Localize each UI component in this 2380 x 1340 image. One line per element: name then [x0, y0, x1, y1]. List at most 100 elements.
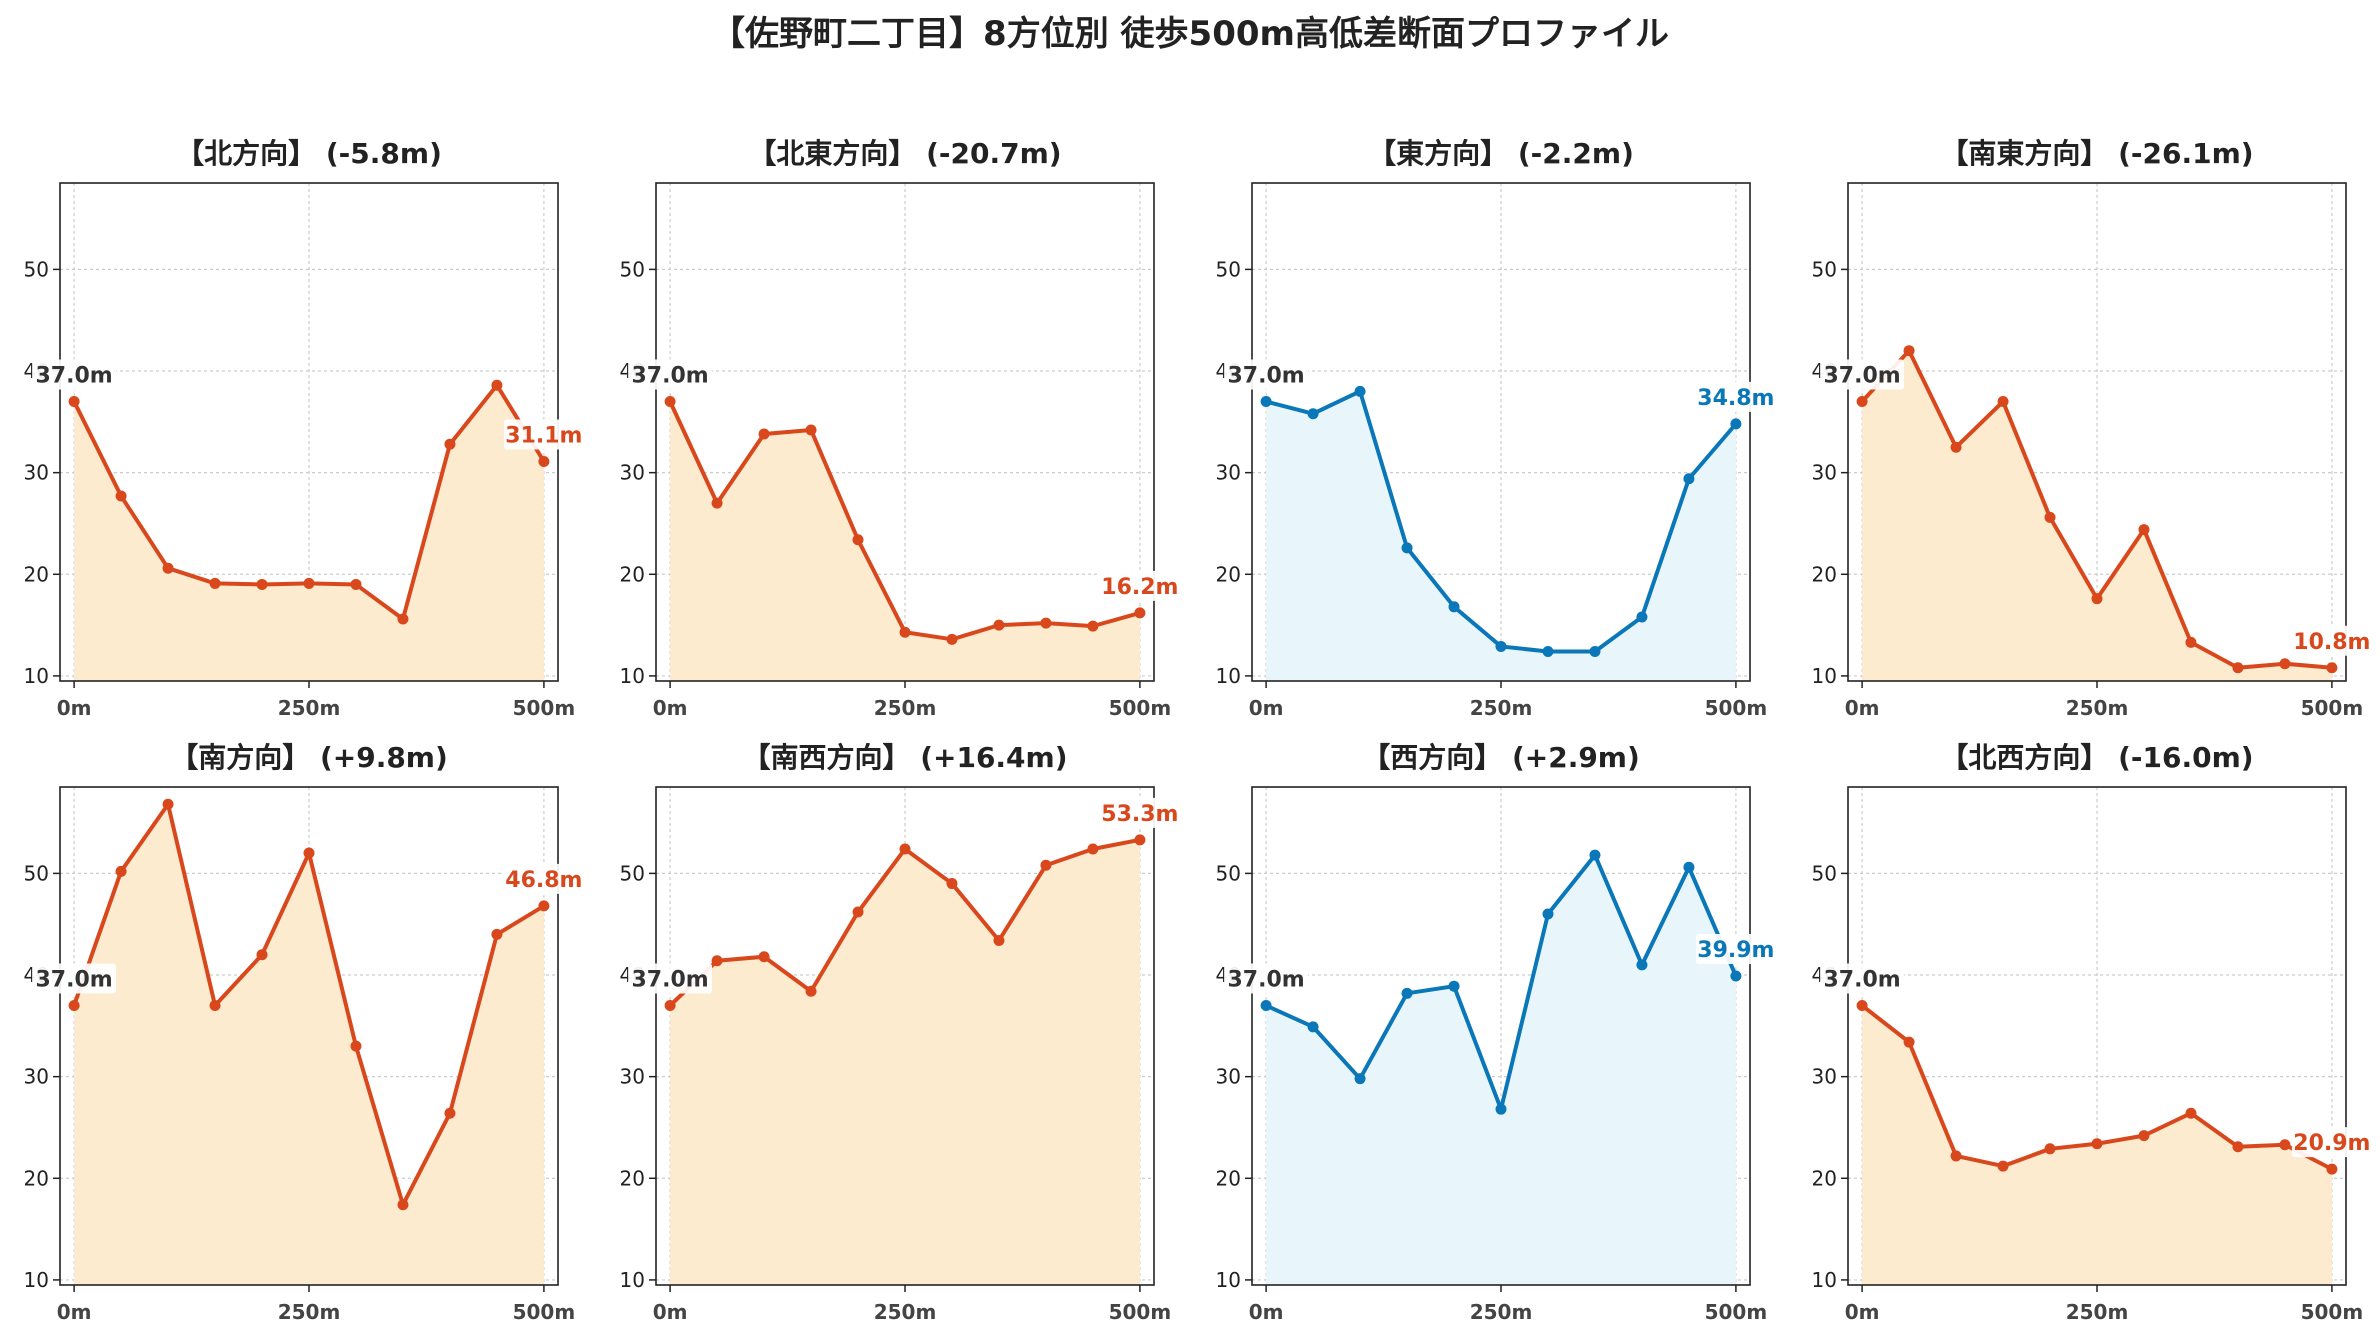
data-point — [805, 424, 817, 436]
start-label-text: 37.0m — [631, 364, 708, 389]
y-tick-label: 10 — [24, 664, 49, 688]
start-label-box — [32, 963, 117, 994]
y-tick-label: 20 — [620, 562, 645, 586]
start-label-box — [1224, 359, 1309, 390]
panel-title: 【東方向】 (-2.2m) — [1368, 137, 1634, 170]
y-tick-label: 20 — [24, 562, 49, 586]
x-tick-label: 500m — [1705, 696, 1768, 720]
panel-8: 【北西方向】 (-16.0m)10203040500m250m500m37.0m… — [1812, 741, 2372, 1324]
start-label-text: 37.0m — [35, 364, 112, 389]
x-tick-label: 500m — [2301, 696, 2364, 720]
start-label-box — [1820, 963, 1905, 994]
data-point — [444, 1107, 456, 1119]
data-point — [1134, 834, 1146, 846]
data-point — [68, 396, 80, 408]
x-tick-label: 0m — [57, 1300, 92, 1324]
data-point — [946, 633, 958, 645]
data-point — [209, 577, 221, 589]
y-tick-label: 20 — [620, 1166, 645, 1190]
start-label-box — [628, 359, 713, 390]
x-tick-label: 0m — [1249, 1300, 1284, 1324]
data-point — [68, 1000, 80, 1012]
start-value-label: 37.0m — [628, 359, 713, 390]
end-label-text: 34.8m — [1697, 386, 1774, 411]
data-point — [1260, 396, 1272, 408]
area-fill — [1862, 350, 2332, 681]
data-point — [538, 900, 550, 912]
data-point — [538, 455, 550, 467]
x-tick-label: 0m — [1845, 696, 1880, 720]
area-fill — [670, 401, 1140, 681]
data-point — [209, 1000, 221, 1012]
data-point — [899, 626, 911, 638]
panel-1: 【北方向】 (-5.8m)10203040500m250m500m37.0m31… — [24, 137, 584, 720]
data-point — [162, 562, 174, 574]
end-label-text: 46.8m — [505, 868, 582, 893]
data-point — [2185, 636, 2197, 648]
data-point — [758, 951, 770, 963]
end-value-label: 34.8m — [1695, 381, 1776, 412]
data-point — [1683, 861, 1695, 873]
data-point — [2326, 1163, 2338, 1175]
data-point — [1903, 345, 1915, 357]
data-point — [256, 949, 268, 961]
data-point — [664, 396, 676, 408]
data-point — [303, 847, 315, 859]
data-point — [1448, 601, 1460, 613]
y-tick-label: 10 — [24, 1268, 49, 1292]
data-point — [899, 843, 911, 855]
end-label-box — [1099, 797, 1180, 828]
start-label-box — [1224, 963, 1309, 994]
y-tick-label: 30 — [24, 1065, 49, 1089]
end-label-box — [503, 863, 584, 894]
panel-title: 【北西方向】 (-16.0m) — [1940, 741, 2253, 774]
y-tick-label: 50 — [1216, 257, 1241, 281]
data-point — [1354, 1073, 1366, 1085]
end-label-box — [1695, 381, 1776, 412]
x-tick-label: 250m — [874, 696, 937, 720]
area-fill — [1266, 391, 1736, 681]
data-point — [1087, 843, 1099, 855]
data-point — [1448, 980, 1460, 992]
panel-6: 【南西方向】 (+16.4m)10203040500m250m500m37.0m… — [620, 741, 1180, 1324]
start-label-text: 37.0m — [1823, 364, 1900, 389]
area-fill — [74, 804, 544, 1285]
data-point — [1040, 859, 1052, 871]
data-point — [1856, 396, 1868, 408]
x-tick-label: 500m — [2301, 1300, 2364, 1324]
area-fill — [670, 839, 1140, 1285]
x-tick-label: 0m — [1249, 696, 1284, 720]
data-point — [2044, 1143, 2056, 1155]
data-point — [1260, 1000, 1272, 1012]
data-point — [1589, 646, 1601, 658]
end-value-label: 53.3m — [1099, 797, 1180, 828]
data-point — [1354, 385, 1366, 397]
end-label-text: 10.8m — [2293, 630, 2370, 655]
start-label-box — [628, 963, 713, 994]
y-tick-label: 10 — [1812, 664, 1837, 688]
y-tick-label: 50 — [1812, 861, 1837, 885]
data-point — [1636, 959, 1648, 971]
end-label-box — [2291, 625, 2372, 656]
data-point — [1856, 1000, 1868, 1012]
y-tick-label: 10 — [620, 664, 645, 688]
y-tick-label: 50 — [620, 861, 645, 885]
start-label-text: 37.0m — [631, 968, 708, 993]
panel-title: 【北方向】 (-5.8m) — [176, 137, 442, 170]
y-tick-label: 10 — [1812, 1268, 1837, 1292]
data-point — [115, 490, 127, 502]
x-tick-label: 250m — [1470, 1300, 1533, 1324]
end-label-text: 53.3m — [1101, 802, 1178, 827]
end-label-text: 20.9m — [2293, 1131, 2370, 1156]
data-point — [1087, 620, 1099, 632]
panel-title: 【南方向】 (+9.8m) — [170, 741, 448, 774]
area-fill — [1266, 855, 1736, 1285]
y-tick-label: 10 — [620, 1268, 645, 1292]
data-point — [1040, 617, 1052, 629]
data-point — [491, 379, 503, 391]
data-point — [1730, 970, 1742, 982]
end-value-label: 20.9m — [2291, 1127, 2372, 1158]
data-point — [1950, 441, 1962, 453]
data-point — [946, 878, 958, 890]
